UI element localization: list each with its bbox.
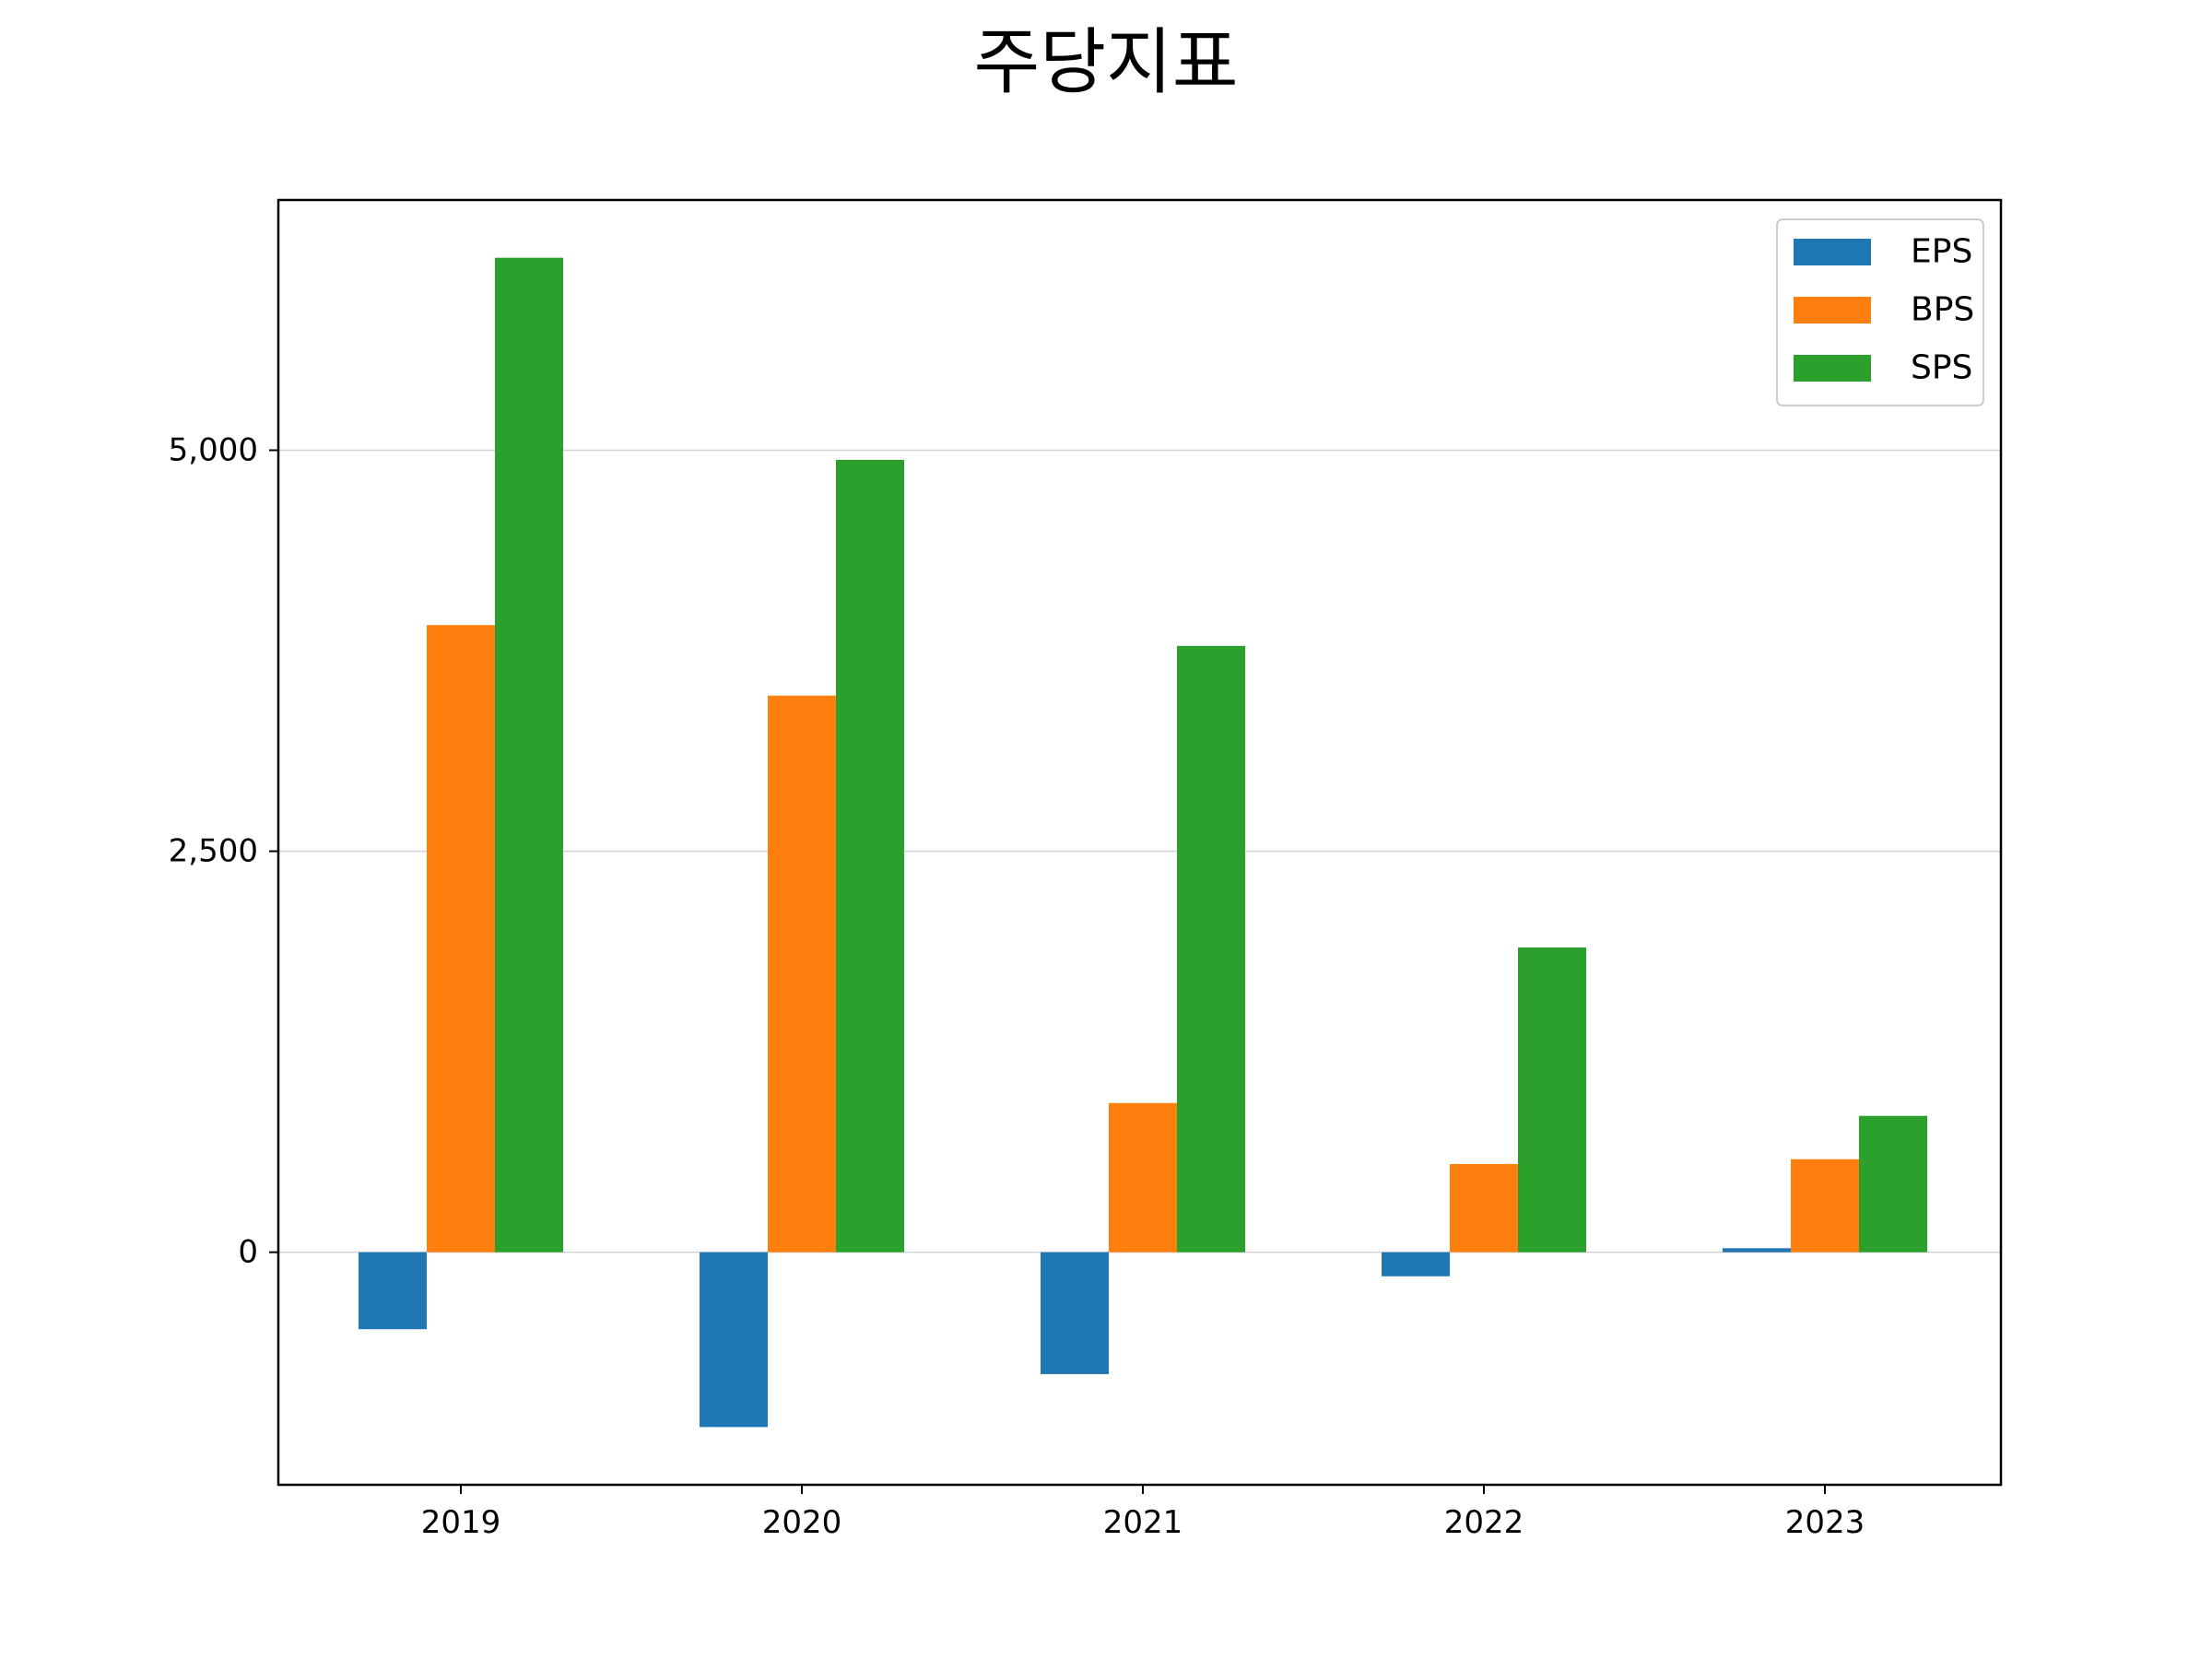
bar-bps-2022 <box>1450 1163 1518 1253</box>
legend-swatch-bps <box>1794 297 1871 324</box>
legend: EPS BPS SPS <box>1776 218 1984 406</box>
x-tick-label: 2022 <box>1444 1504 1524 1541</box>
x-tick-label: 2020 <box>762 1504 842 1541</box>
bar-bps-2023 <box>1791 1159 1859 1253</box>
chart-title: 주당지표 <box>973 21 1239 104</box>
bar-eps-2020 <box>700 1252 768 1428</box>
bar-sps-2021 <box>1177 645 1245 1253</box>
bars <box>359 257 1927 1428</box>
plot-frame <box>276 198 2003 1487</box>
legend-swatch-sps <box>1794 355 1871 382</box>
legend-label-bps: BPS <box>1911 291 1974 329</box>
bar-bps-2019 <box>427 625 495 1253</box>
bar-eps-2022 <box>1382 1252 1450 1277</box>
y-tick-label: 0 <box>238 1234 258 1271</box>
bar-sps-2022 <box>1518 947 1586 1253</box>
bar-eps-2021 <box>1041 1252 1109 1374</box>
x-tick-label: 2019 <box>421 1504 501 1541</box>
bar-sps-2023 <box>1859 1115 1927 1253</box>
axes: 0 2,500 5,000 2019 2020 2021 2022 2023 <box>169 431 1865 1541</box>
legend-swatch-eps <box>1794 239 1871 265</box>
bar-sps-2020 <box>836 459 904 1253</box>
bar-eps-2023 <box>1723 1248 1791 1253</box>
legend-label-sps: SPS <box>1911 349 1972 387</box>
x-tick-label: 2021 <box>1103 1504 1183 1541</box>
bar-eps-2019 <box>359 1252 427 1330</box>
y-tick-label: 5,000 <box>169 431 258 468</box>
bar-sps-2019 <box>495 257 563 1253</box>
y-tick-label: 2,500 <box>169 833 258 870</box>
bar-bps-2020 <box>768 695 836 1253</box>
x-tick-label: 2023 <box>1785 1504 1865 1541</box>
bar-bps-2021 <box>1109 1102 1177 1253</box>
legend-label-eps: EPS <box>1911 233 1972 271</box>
